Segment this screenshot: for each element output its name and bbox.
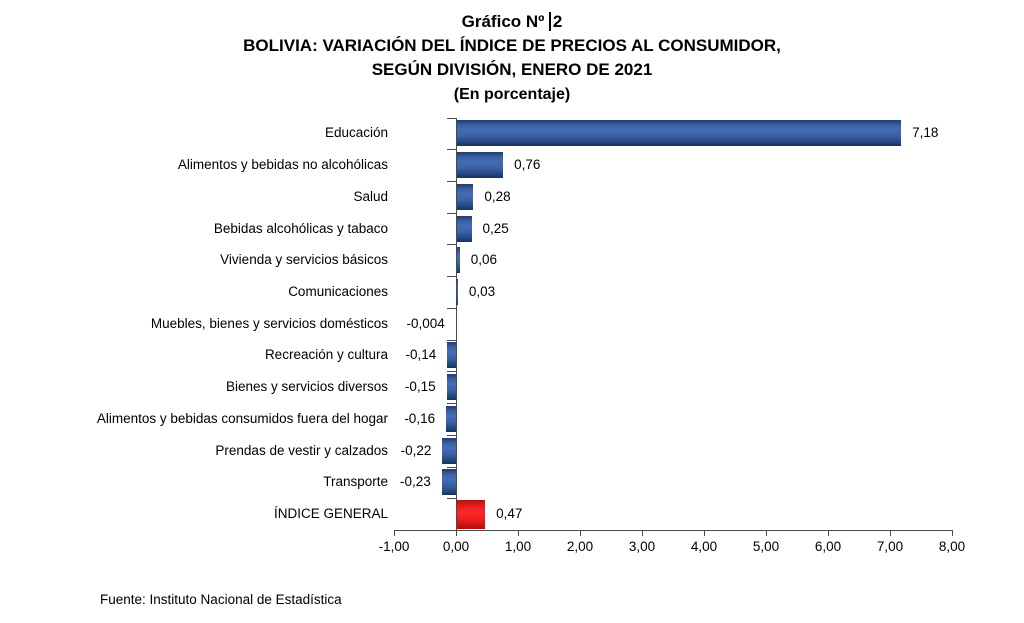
value-axis-tick-label: 3,00 [628,538,656,554]
category-label: Salud [353,188,388,204]
value-axis-tick [518,529,519,536]
value-axis-tick [642,529,643,536]
category-axis-line [456,117,457,530]
chart-bar [446,374,456,401]
chart-bar [447,342,456,369]
category-axis-tick [447,244,456,246]
chart-bar [456,183,474,210]
chart-title-line-3: SEGÚN DIVISIÓN, ENERO DE 2021 [371,60,653,79]
chart-title-line-2: BOLIVIA: VARIACIÓN DEL ÍNDICE DE PRECIOS… [243,36,781,55]
value-axis-tick-label: 4,00 [690,538,718,554]
chart-bar [446,405,456,432]
value-axis-tick-label: 1,00 [504,538,532,554]
value-label: -0,15 [404,379,436,395]
chart-bar [456,120,902,147]
value-axis-tick-label: 2,00 [566,538,594,554]
value-label: 0,06 [470,252,497,268]
value-label: 0,28 [484,188,511,204]
category-axis-tick [447,434,456,436]
category-label: Prendas de vestir y calzados [215,442,388,458]
value-axis-tick [394,529,395,536]
value-axis-tick-label: -1,00 [378,538,410,554]
chart-number-line: Gráfico Nº 2 [0,10,1024,34]
category-axis-tick [447,117,456,119]
chart-bar [456,499,486,529]
category-axis-tick [447,339,456,341]
category-axis-tick [447,371,456,373]
value-label: -0,23 [399,474,431,490]
value-axis-tick-label: 7,00 [876,538,904,554]
chart-bar [456,215,472,242]
value-label: -0,22 [400,442,432,458]
value-axis-tick [580,529,581,536]
category-label: Bebidas alcohólicas y tabaco [213,220,388,236]
category-label: Vivienda y servicios básicos [220,252,388,268]
chart-number-prefix: Gráfico Nº [461,12,545,31]
chart-bar [441,469,456,496]
value-axis-tick-label: 0,00 [442,538,470,554]
category-axis-tick [447,276,456,278]
chart-number: 2 [552,12,563,31]
category-label: Recreación y cultura [264,347,388,363]
source-note: Fuente: Instituto Nacional de Estadístic… [100,592,342,607]
value-axis-tick-label: 6,00 [814,538,842,554]
category-label: Bienes y servicios diversos [225,379,388,395]
value-axis-tick [704,529,705,536]
value-label: -0,16 [404,410,436,426]
category-axis-tick [447,403,456,405]
category-label: Transporte [323,474,388,490]
category-label: Alimentos y bebidas no alcohólicas [177,157,388,173]
category-label: Muebles, bienes y servicios domésticos [150,315,388,331]
value-axis-tick-label: 8,00 [938,538,966,554]
chart-title: Gráfico Nº 2 BOLIVIA: VARIACIÓN DEL ÍNDIC… [0,10,1024,107]
category-label: Alimentos y bebidas consumidos fuera del… [96,410,388,426]
value-axis-line [394,529,953,531]
category-axis-tick [447,180,456,182]
value-axis-tick [952,529,953,536]
value-axis-tick [828,529,829,536]
value-label: 7,18 [912,125,939,141]
category-axis-tick [447,498,456,500]
value-label: -0,004 [406,315,445,331]
chart-bar [442,437,456,464]
category-label: Comunicaciones [288,284,388,299]
category-label: Educación [324,125,388,141]
category-axis-tick [447,466,456,468]
value-axis-tick-label: 5,00 [752,538,780,554]
category-axis-tick [447,212,456,214]
value-label: 0,76 [514,157,541,173]
value-label: -0,14 [405,347,437,363]
category-axis-tick [447,307,456,309]
category-axis-tick [447,149,456,151]
value-label: 0,47 [496,506,523,522]
value-label: 0,25 [482,220,509,236]
value-axis-tick [766,529,767,536]
value-label: 0,03 [468,284,496,299]
category-label: ÍNDICE GENERAL [273,506,388,522]
text-cursor [549,12,551,31]
chart-subtitle-units: (En porcentaje) [453,86,571,103]
chart-bar [456,152,504,179]
chart-bar [456,247,460,274]
value-axis-tick [890,529,891,536]
value-axis-tick [456,529,457,536]
